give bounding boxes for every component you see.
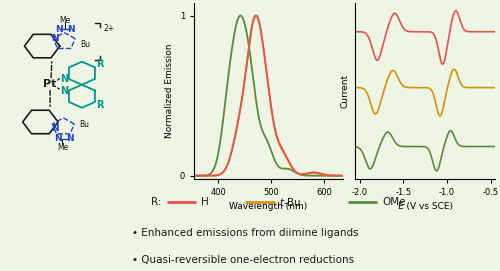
Text: 2+: 2+	[103, 24, 114, 33]
Text: N: N	[54, 134, 62, 143]
Text: Pt: Pt	[44, 79, 57, 89]
Text: N: N	[68, 25, 75, 34]
Text: N: N	[52, 34, 59, 43]
Y-axis label: Normalized Emission: Normalized Emission	[166, 44, 174, 138]
X-axis label: E (V vs SCE): E (V vs SCE)	[398, 202, 452, 211]
Text: N: N	[60, 74, 68, 84]
Text: R: R	[96, 100, 104, 110]
Text: Bu: Bu	[79, 120, 89, 129]
Text: N: N	[50, 124, 58, 133]
Text: N: N	[66, 134, 74, 143]
X-axis label: Wavelength (nm): Wavelength (nm)	[230, 202, 308, 211]
Y-axis label: Current: Current	[341, 74, 350, 108]
Text: R: R	[96, 59, 104, 69]
Text: N: N	[60, 86, 68, 96]
Text: • Quasi-reversible one-electron reductions: • Quasi-reversible one-electron reductio…	[132, 255, 354, 265]
Text: R:: R:	[152, 197, 162, 207]
Text: • Enhanced emissions from diimine ligands: • Enhanced emissions from diimine ligand…	[132, 228, 359, 238]
Text: OMe: OMe	[382, 197, 406, 207]
Text: $\it{t}$-Bu: $\it{t}$-Bu	[280, 196, 302, 208]
Text: Me: Me	[57, 143, 68, 151]
Text: Bu: Bu	[80, 40, 90, 49]
Text: Me: Me	[60, 16, 70, 25]
Text: H: H	[201, 197, 209, 207]
Text: N: N	[55, 25, 62, 34]
